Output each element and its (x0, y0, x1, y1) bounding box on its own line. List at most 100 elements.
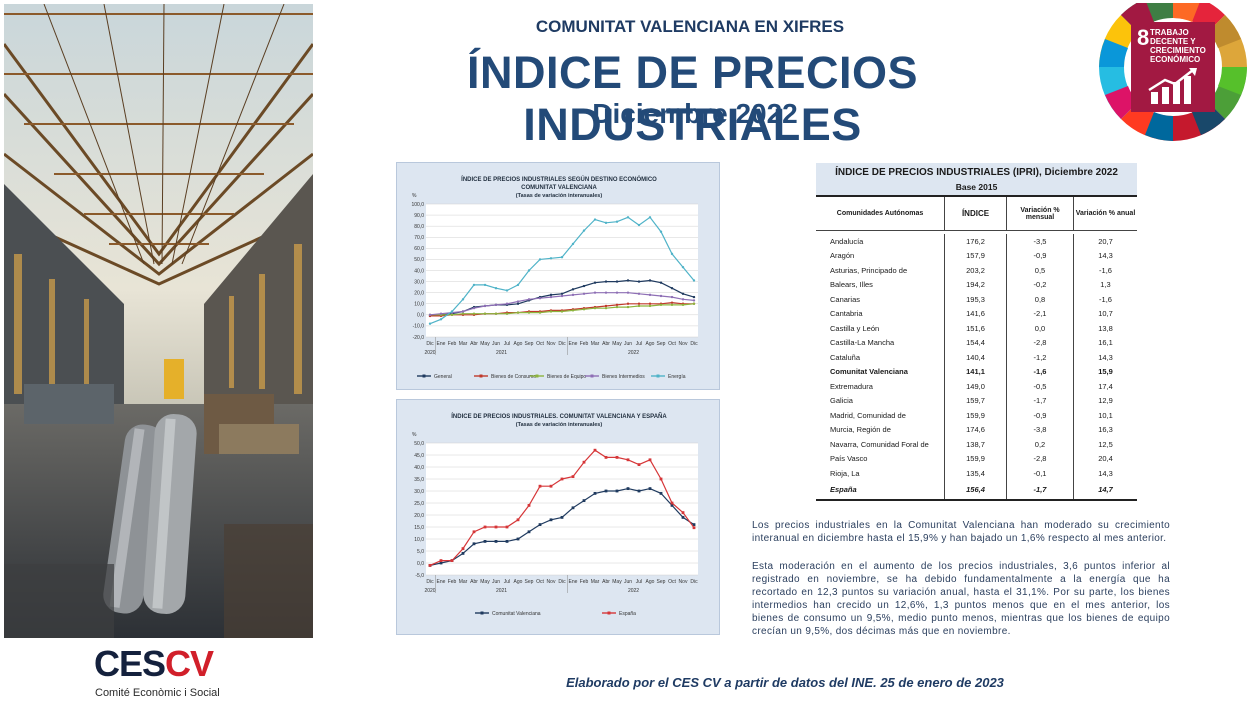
table-row: País Vasco 159,9 -2,8 20,4 (816, 451, 1137, 466)
chart1-xtick: Jul (636, 341, 642, 347)
chart1-year-label: 2021 (496, 350, 507, 356)
cell-region: País Vasco (830, 454, 868, 464)
chart2-point (604, 489, 608, 493)
cell-region: Galicia (830, 396, 853, 406)
chart1-point (681, 303, 685, 307)
chart2-point (604, 456, 608, 459)
cell-index: 138,7 (944, 437, 1006, 452)
chart1-point (538, 297, 542, 300)
chart1-point (670, 252, 674, 256)
chart1-point (516, 283, 520, 287)
chart1-point (505, 302, 509, 305)
chart2-xtick: Oct (668, 579, 676, 585)
chart1-point (538, 258, 542, 261)
chart1-ytick: 10,0 (414, 302, 424, 308)
chart1-point (494, 287, 498, 290)
cell-annual: 14,3 (1073, 248, 1137, 263)
chart1-xtick: Ago (646, 341, 655, 347)
chart2-xtick: Feb (448, 579, 457, 585)
chart1-point (505, 289, 509, 292)
cell-monthly: -0,2 (1006, 277, 1073, 292)
cell-region: Extremadura (830, 381, 873, 391)
sdg-goal-text: TRABAJO DECENTE Y CRECIMIENTO ECONÓMICO (1150, 28, 1206, 64)
cell-annual: 15,9 (1073, 364, 1137, 379)
chart1-point (626, 305, 630, 309)
chart1-point (670, 303, 674, 307)
chart1-ytick: 30,0 (414, 279, 424, 285)
chart1-point (637, 292, 641, 295)
chart1-ytick: 50,0 (414, 257, 424, 263)
chart2-point (670, 504, 674, 507)
chart-panel-cv-espana: ÍNDICE DE PRECIOS INDUSTRIALES. COMUNITA… (396, 399, 720, 635)
table-row: Navarra, Comunidad Foral de 138,7 0,2 12,5 (816, 437, 1137, 452)
chart2-legend-marker (480, 611, 484, 615)
chart2-point (582, 499, 586, 502)
table-row: Rioja, La 135,4 -0,1 14,3 (816, 466, 1137, 481)
chart1-point (516, 311, 520, 314)
chart2-point (549, 484, 553, 488)
ipri-table: ÍNDICE DE PRECIOS INDUSTRIALES (IPRI), D… (816, 163, 1137, 501)
chart1-point (659, 294, 663, 298)
chart1-point (527, 298, 531, 301)
chart1-point (648, 279, 652, 282)
logo-ces: CES (94, 643, 166, 684)
chart2-ytick: -5,0 (415, 573, 424, 579)
cell-monthly: -0,9 (1006, 248, 1073, 263)
chart1-subtitle: COMUNITAT VALENCIANA (521, 185, 597, 191)
chart2-xtick: Sep (525, 579, 534, 585)
chart2-point (615, 456, 619, 459)
chart2-ytick: 35,0 (414, 477, 424, 483)
chart1-point (670, 301, 674, 304)
chart1-point (648, 293, 652, 297)
chart1-legend-marker (422, 374, 426, 378)
cell-index: 156,4 (944, 480, 1006, 499)
chart1-xtick: Dic (690, 341, 698, 347)
chart1-point (659, 281, 663, 284)
chart1-point (692, 279, 696, 282)
chart2-xtick: Ago (514, 579, 523, 585)
cell-monthly: 0,2 (1006, 437, 1073, 452)
chart2-ytick: 25,0 (414, 501, 424, 507)
cell-region: España (830, 485, 857, 494)
chart1-point (681, 292, 685, 295)
chart2-xtick: Jun (624, 579, 632, 585)
cell-index: 154,4 (944, 335, 1006, 350)
chart1-point (593, 306, 597, 310)
chart1-point (692, 299, 696, 302)
table-title: ÍNDICE DE PRECIOS INDUSTRIALES (IPRI), D… (835, 167, 1118, 178)
chart1-xtick: Abr (470, 341, 478, 347)
industrial-hall-photo (4, 4, 313, 638)
chart1-point (483, 304, 487, 308)
cell-index: 159,9 (944, 451, 1006, 466)
chart1-xtick: Nov (547, 341, 556, 347)
chart1-point (560, 256, 564, 259)
chart2-xtick: Dic (558, 579, 566, 585)
chart1-point (582, 292, 586, 295)
growth-chart-icon (1148, 68, 1197, 104)
table-column-headers: Comunidades Autónomas ÍNDICE Variación %… (816, 197, 1137, 231)
chart2-xtick: Ene (437, 579, 446, 585)
table-row: Andalucía 176,2 -3,5 20,7 (816, 234, 1137, 249)
chart1-point (428, 313, 432, 317)
sdg-number: 8 (1137, 25, 1150, 50)
chart1-point (615, 303, 619, 307)
chart1-point (604, 306, 608, 310)
chart1-point (615, 305, 619, 309)
cell-index: 174,6 (944, 422, 1006, 437)
table-row: Galicia 159,7 -1,7 12,9 (816, 393, 1137, 408)
chart2-point (648, 487, 652, 490)
cell-region: Castilla-La Mancha (830, 338, 895, 348)
chart1-point (637, 280, 641, 283)
detail-paragraph: Esta moderación en el aumento de los pre… (752, 561, 1170, 637)
table-row: Madrid, Comunidad de 159,9 -0,9 10,1 (816, 408, 1137, 423)
cell-region: Rioja, La (830, 468, 860, 478)
chart1-point (626, 302, 630, 305)
chart1-point (450, 313, 454, 317)
chart1-point (626, 291, 630, 294)
table-header: ÍNDICE DE PRECIOS INDUSTRIALES (IPRI), D… (816, 163, 1137, 197)
chart1-legend-label: Energía (668, 374, 686, 380)
chart2-point (527, 504, 531, 507)
cell-annual: 14,7 (1073, 480, 1137, 499)
table-row: Balears, Illes 194,2 -0,2 1,3 (816, 277, 1137, 292)
chart2-point (472, 530, 476, 534)
